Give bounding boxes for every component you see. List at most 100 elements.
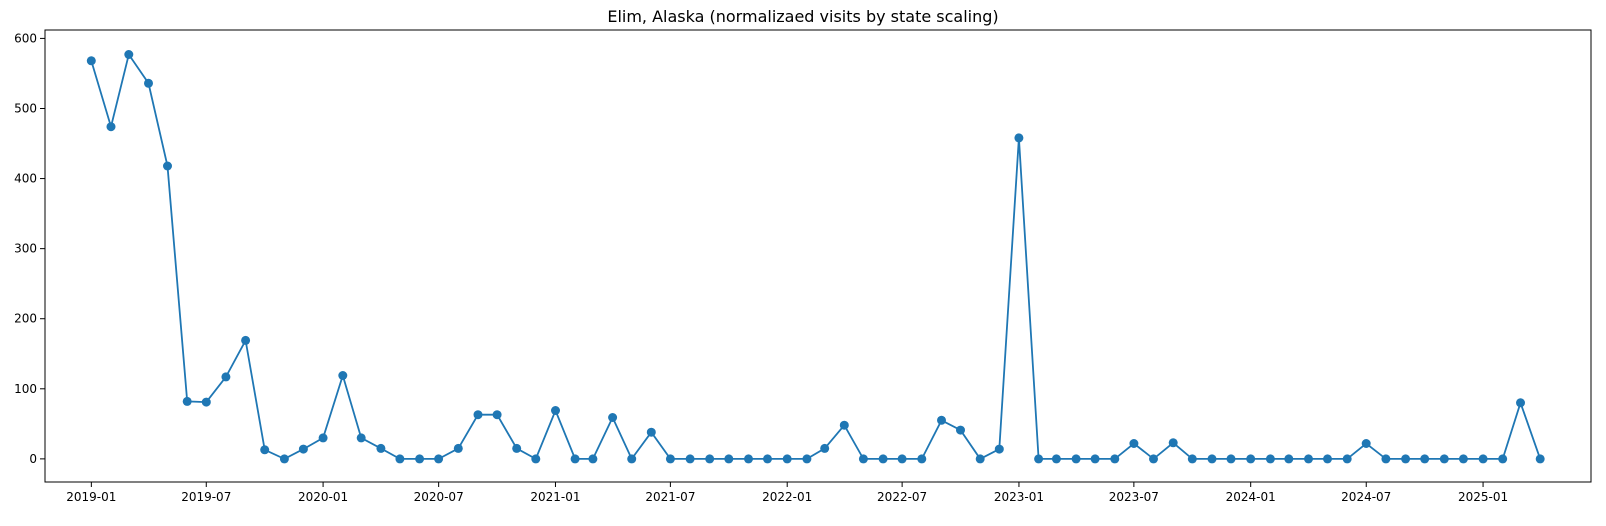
data-point	[298, 444, 308, 454]
data-point	[1361, 439, 1371, 448]
data-point	[763, 454, 772, 464]
data-point	[1168, 438, 1178, 448]
x-tick-label: 2023-07	[1109, 490, 1159, 504]
data-point	[1014, 133, 1024, 143]
data-point	[1051, 454, 1061, 464]
chart-title: Elim, Alaska (normalizaed visits by stat…	[607, 7, 998, 26]
data-point	[241, 335, 251, 345]
data-point	[820, 443, 830, 453]
data-point	[318, 433, 328, 443]
data-point	[279, 454, 289, 464]
x-tick-label: 2019-07	[181, 490, 231, 504]
data-point	[1516, 398, 1525, 408]
data-point	[551, 406, 560, 415]
data-point	[1149, 454, 1158, 464]
data-point	[144, 78, 153, 88]
data-point	[646, 427, 656, 437]
x-tick-label: 2021-01	[530, 490, 580, 504]
data-point	[1498, 454, 1508, 464]
data-point	[1110, 454, 1120, 464]
data-point	[1071, 454, 1081, 464]
data-point	[724, 454, 734, 464]
x-axis: 2019-01 2019-07 2020-01 2020-07 2021-01 2021-…	[66, 482, 1508, 504]
data-point	[570, 454, 580, 464]
data-point	[1381, 454, 1391, 464]
data-point	[1284, 454, 1294, 464]
y-tick-label: 300	[14, 242, 37, 256]
x-tick-label: 2020-07	[414, 490, 464, 504]
data-point	[531, 454, 541, 464]
y-tick-label: 500	[14, 101, 37, 115]
data-point	[878, 454, 888, 464]
data-point	[956, 425, 965, 435]
data-point	[182, 396, 192, 406]
data-point	[1090, 454, 1100, 464]
x-tick-label: 2022-01	[762, 490, 812, 504]
x-tick-label: 2024-07	[1341, 490, 1391, 504]
data-point	[839, 420, 849, 430]
x-tick-label: 2022-07	[877, 490, 927, 504]
data-points	[86, 50, 1545, 464]
data-point	[453, 443, 463, 453]
data-point	[163, 161, 172, 171]
y-tick-label: 200	[14, 312, 37, 326]
data-point	[1226, 454, 1236, 464]
data-point	[1439, 454, 1449, 464]
data-point	[492, 410, 502, 420]
data-point	[338, 371, 348, 380]
data-point	[106, 122, 116, 132]
series-line	[90, 52, 1542, 461]
data-point	[395, 454, 405, 464]
x-tick-label: 2020-01	[298, 490, 348, 504]
data-point	[415, 454, 425, 464]
data-point	[588, 454, 598, 464]
data-point	[897, 454, 907, 464]
x-tick-label: 2025-01	[1458, 490, 1508, 504]
data-point	[201, 397, 211, 407]
data-point	[1535, 454, 1545, 464]
data-point	[705, 454, 715, 464]
data-point	[1207, 454, 1217, 464]
data-point	[1304, 454, 1313, 464]
data-point	[1478, 454, 1488, 464]
data-point	[86, 56, 96, 66]
data-point	[685, 454, 695, 464]
plot-frame	[44, 29, 1592, 483]
x-tick-label: 2023-01	[994, 490, 1044, 504]
x-tick-label: 2024-01	[1226, 490, 1276, 504]
data-point	[1401, 454, 1411, 464]
x-tick-label: 2019-01	[66, 490, 116, 504]
data-point	[434, 454, 444, 464]
data-point	[356, 433, 366, 443]
data-point	[1034, 454, 1044, 464]
data-point	[1420, 454, 1430, 464]
y-tick-label: 0	[29, 452, 37, 466]
data-point	[376, 443, 386, 453]
data-point	[744, 454, 753, 464]
data-point	[1265, 454, 1275, 464]
y-tick-label: 100	[14, 382, 37, 396]
x-tick-label: 2021-07	[645, 490, 695, 504]
data-point	[260, 445, 270, 455]
data-point	[1187, 454, 1197, 464]
y-axis: 0 100 200 300 400 500 600	[14, 31, 45, 466]
data-point	[473, 410, 483, 420]
data-point	[802, 454, 812, 464]
data-point	[1342, 454, 1352, 464]
data-point	[782, 454, 792, 464]
data-point	[917, 454, 927, 464]
data-point	[1246, 454, 1256, 464]
y-tick-label: 400	[14, 172, 37, 186]
data-point	[627, 454, 637, 464]
data-point	[124, 50, 134, 59]
data-point	[1129, 439, 1139, 448]
data-point	[937, 415, 946, 425]
data-point	[512, 443, 522, 453]
data-point	[1323, 454, 1332, 464]
data-point	[221, 372, 231, 382]
data-point	[1458, 454, 1468, 464]
data-point	[665, 454, 675, 464]
data-point	[858, 454, 868, 464]
y-tick-label: 600	[14, 31, 37, 45]
